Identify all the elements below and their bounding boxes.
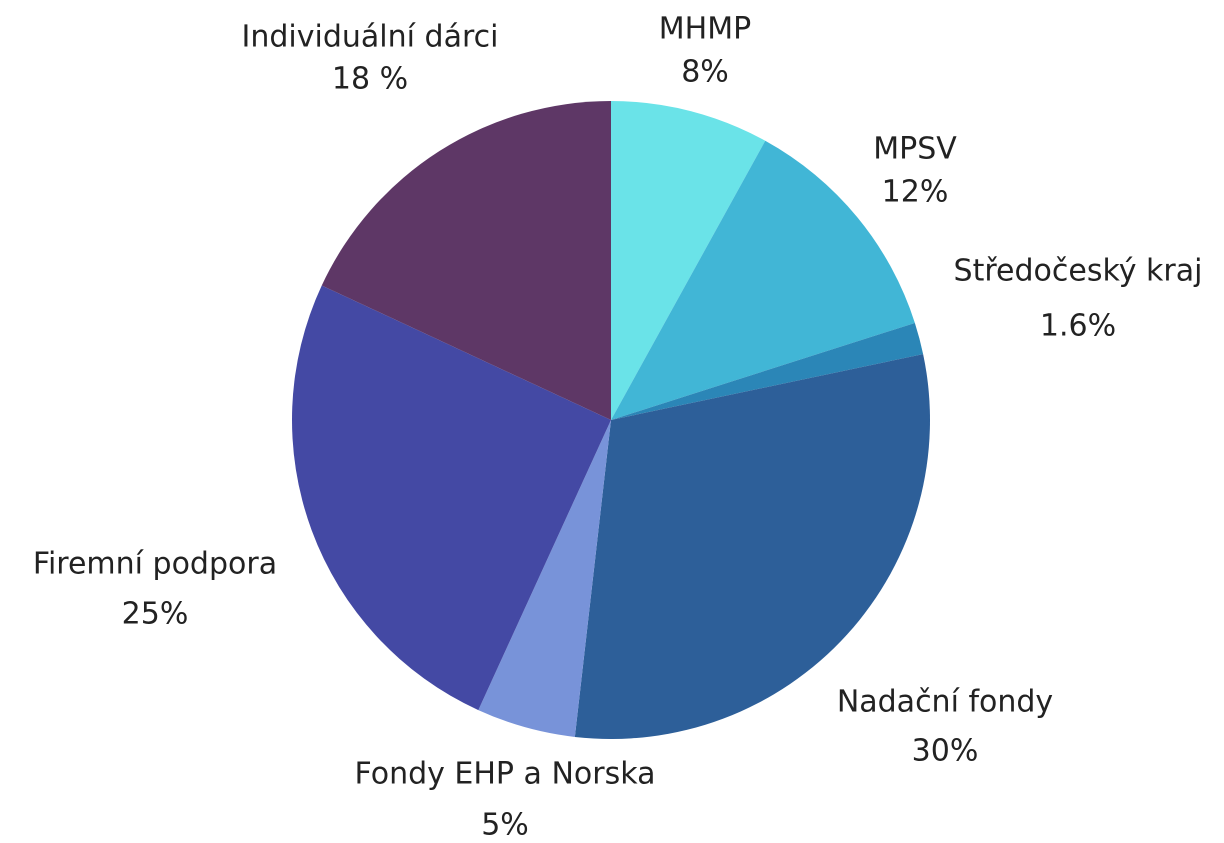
slice-label: Nadační fondy [837,685,1053,720]
slice-value-label: 5% [481,808,529,840]
pie-slice [611,140,915,420]
pie-slice [321,101,611,420]
pie-slice [611,101,766,420]
pie-slice [478,420,611,737]
slice-label: MHMP [659,12,751,47]
slice-value-label: 30% [912,734,979,769]
slice-label: MPSV [873,132,957,167]
pie-slice [292,285,611,711]
slice-label: Firemní podpora [33,547,277,582]
pie-slice [611,322,924,420]
slice-label: Fondy EHP a Norska [355,757,656,792]
slice-value-label: 25% [122,597,189,632]
slice-label: Středočeský kraj [954,254,1203,289]
slice-value-label: 8% [681,55,729,90]
slice-label: Individuální dárci [242,20,499,55]
slice-value-label: 18 % [332,62,408,97]
slice-value-label: 1.6% [1040,309,1116,344]
pie-slice [574,354,930,739]
slice-value-label: 12% [882,175,949,210]
